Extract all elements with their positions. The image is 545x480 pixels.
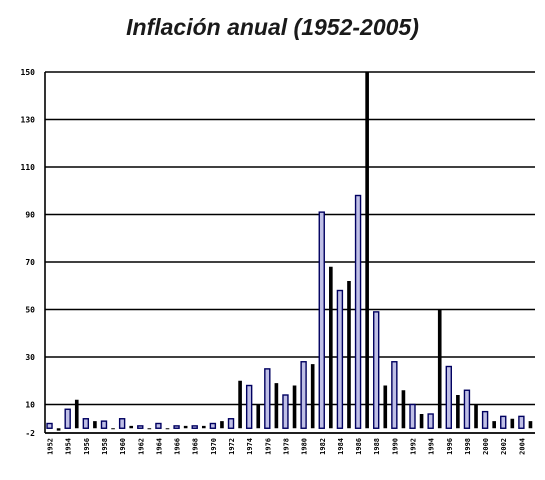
chart-title: Inflación anual (1952-2005) [126,14,419,40]
axes [44,72,535,434]
bar [147,428,152,430]
bar [329,266,333,429]
x-tick-label: 1952 [47,438,55,455]
bar [118,418,126,429]
bar [310,364,315,429]
bar [391,361,398,429]
bar [456,395,460,429]
bar [238,380,242,429]
bar [100,420,108,429]
x-tick-label: 1954 [65,438,73,455]
bar [173,425,180,429]
bar [165,428,170,430]
x-tick-label: 1992 [410,438,418,455]
y-tick-label: 150 [21,68,36,77]
bar [129,425,134,429]
y-tick-label: 30 [25,353,35,362]
bar [82,418,90,429]
bar [64,408,71,429]
bar [227,418,235,429]
x-tick-label: 1968 [192,438,200,455]
y-tick-label: 10 [25,401,35,410]
bar [500,415,507,429]
bar [474,404,478,429]
bars [46,72,533,431]
x-tick-label: 1984 [337,438,345,455]
x-tick-label: 1964 [155,438,163,455]
x-tick-label: 1960 [119,438,127,455]
bar [373,311,380,429]
x-tick-label: 1970 [210,438,218,455]
x-tick-label: 1988 [373,438,381,455]
x-tick-label: 1974 [246,438,254,455]
bar [93,421,97,429]
bar [274,383,279,429]
x-tick-label: 2000 [482,438,490,455]
bar [419,414,424,429]
x-tick-label: 1956 [83,438,91,455]
bar [510,418,515,429]
bar [56,428,61,431]
bar [155,422,162,429]
x-tick-label: 1990 [391,438,399,455]
y-tick-label: -2 [25,429,35,438]
bar [463,389,471,429]
x-tick-label: 1972 [228,438,236,455]
bar [437,309,442,429]
bar [183,425,188,429]
x-tick-label: 1958 [101,438,109,455]
x-tick-label: 1998 [464,438,472,455]
x-tick-label: 1980 [301,438,309,455]
bar [191,425,198,429]
y-tick-label: 90 [25,211,35,220]
bar [481,410,489,429]
bar [383,385,388,429]
y-tick-label: 110 [21,163,36,172]
bar [492,421,496,429]
x-tick-label: 1962 [137,438,145,455]
bar [336,289,344,429]
bar [282,394,289,429]
x-tick-label: 1982 [319,438,327,455]
bar [409,403,416,429]
bar [528,421,533,429]
bar [427,413,434,429]
bar [220,421,224,429]
bar [354,194,362,429]
bar [74,399,79,429]
x-tick-label: 1994 [428,438,436,455]
bar [264,368,271,429]
bar [201,425,206,429]
bar [318,211,325,429]
bar [300,361,307,429]
bar [46,422,53,429]
x-tick-label: 2004 [518,438,526,455]
x-tick-label: 1966 [174,438,182,455]
bar [209,422,217,429]
bar [445,365,452,429]
x-tick-label: 1996 [446,438,454,455]
x-axis-ticks: 1952 1954 1956 1958 1960 1962 1964 1966 1968 1970… [47,438,527,455]
y-axis-ticks: -2 10 30 50 70 90 110 130 150 [21,68,36,438]
bar [245,384,253,429]
y-tick-label: 70 [25,258,35,267]
x-tick-label: 1976 [264,438,272,455]
y-tick-label: 50 [25,306,35,315]
bar [137,425,144,429]
bar [292,385,297,429]
bar [111,428,115,430]
bar [401,390,406,429]
bar [365,72,369,429]
x-tick-label: 1978 [282,438,290,455]
y-tick-label: 130 [21,116,36,125]
x-tick-label: 2002 [500,438,508,455]
bar [347,281,351,429]
bar [518,415,525,429]
x-tick-label: 1986 [355,438,363,455]
bar [256,404,261,429]
gridlines [45,71,535,434]
